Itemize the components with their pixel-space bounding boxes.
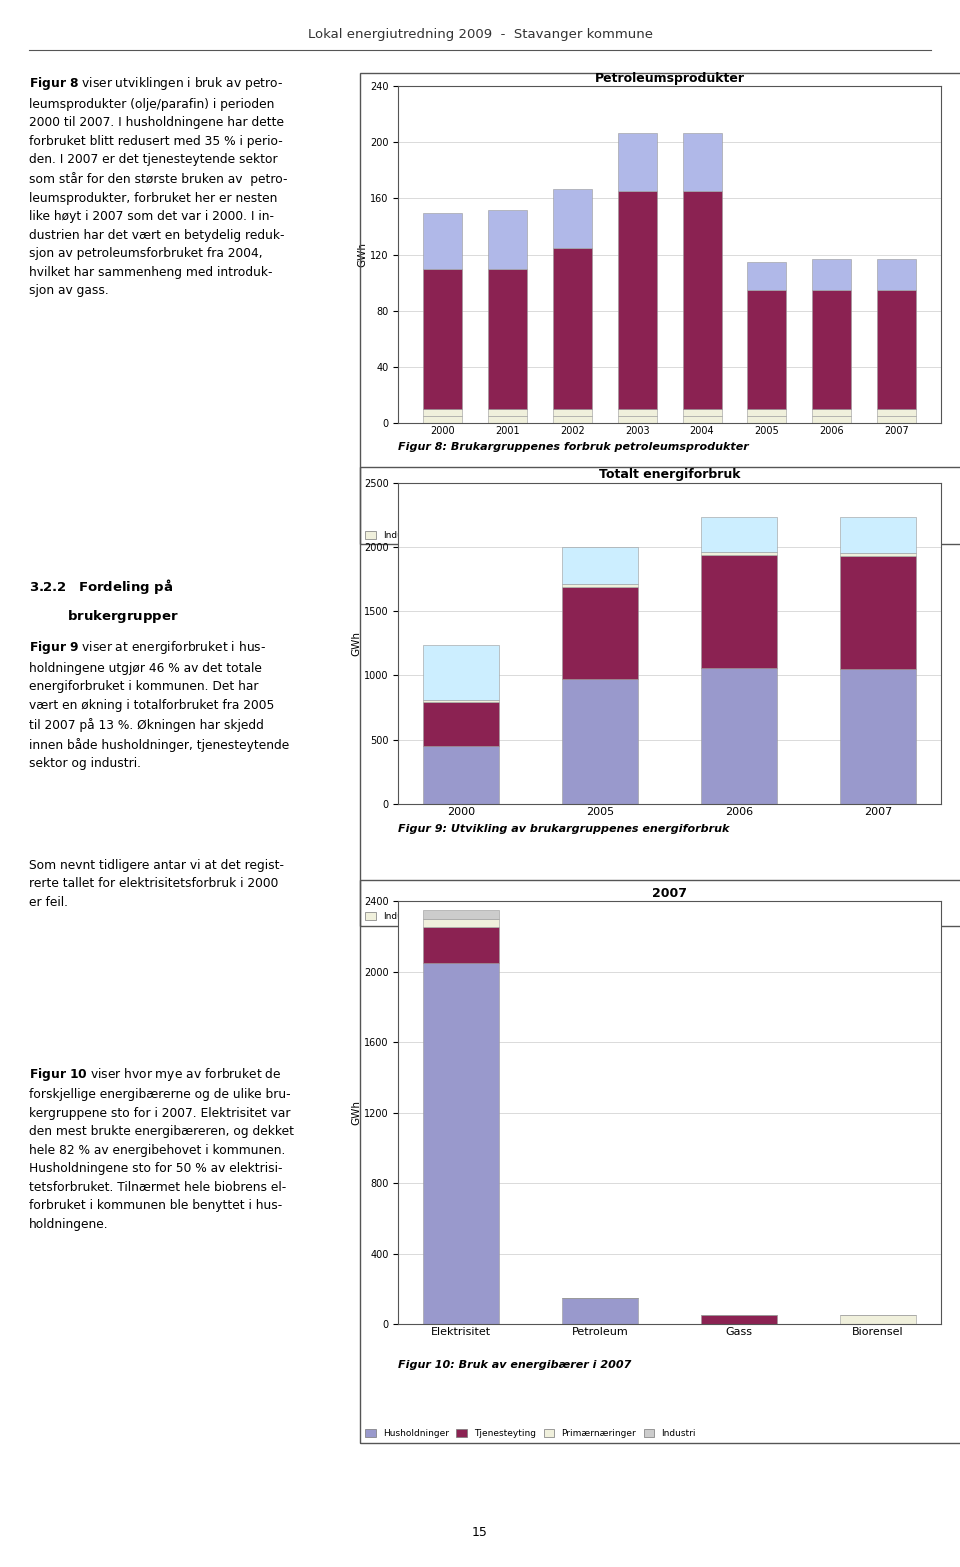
Bar xyxy=(812,417,852,423)
Title: 2007: 2007 xyxy=(652,887,687,899)
Bar xyxy=(617,417,657,423)
Bar xyxy=(748,290,786,409)
Bar xyxy=(812,259,852,290)
Bar xyxy=(683,133,722,191)
Bar xyxy=(701,668,778,804)
Bar xyxy=(617,409,657,417)
Text: $\bf{Figur\ 10}$ viser hvor mye av forbruket de
forskjellige energibærerne og de: $\bf{Figur\ 10}$ viser hvor mye av forbr… xyxy=(29,1066,294,1230)
Bar xyxy=(562,586,638,679)
Bar xyxy=(748,262,786,290)
Text: 15: 15 xyxy=(472,1526,488,1539)
Bar xyxy=(701,517,778,552)
Legend: Industr, Primærnæringer, Tjenesteyting, Husholdninger: Industr, Primærnæringer, Tjenesteyting, … xyxy=(365,912,693,921)
Bar xyxy=(701,552,778,555)
Bar xyxy=(423,268,462,409)
Bar xyxy=(701,555,778,668)
Bar xyxy=(562,547,638,584)
Bar xyxy=(877,290,916,409)
Bar xyxy=(488,268,527,409)
Bar xyxy=(812,409,852,417)
Text: Figur 8: Brukargruppenes forbruk petroleumsprodukter: Figur 8: Brukargruppenes forbruk petrole… xyxy=(398,442,749,451)
Title: Petroleumsprodukter: Petroleumsprodukter xyxy=(594,72,745,85)
Bar xyxy=(562,584,638,586)
Bar xyxy=(423,702,499,746)
Bar xyxy=(840,517,916,553)
Bar xyxy=(683,417,722,423)
Bar xyxy=(423,746,499,804)
Bar xyxy=(812,290,852,409)
Bar xyxy=(840,553,916,556)
Text: $\bf{Figur\ 8}$ viser utviklingen i bruk av petro-
leumsprodukter (olje/parafin): $\bf{Figur\ 8}$ viser utviklingen i bruk… xyxy=(29,75,287,298)
Bar xyxy=(488,417,527,423)
Bar xyxy=(488,210,527,268)
Bar xyxy=(748,417,786,423)
Bar xyxy=(423,928,499,962)
Bar xyxy=(423,213,462,268)
Bar xyxy=(840,1315,916,1324)
Bar xyxy=(423,644,499,700)
Bar xyxy=(488,409,527,417)
Bar xyxy=(748,409,786,417)
Bar xyxy=(553,409,591,417)
Bar xyxy=(701,1315,778,1324)
Bar xyxy=(423,417,462,423)
Y-axis label: GWh: GWh xyxy=(357,243,368,266)
Bar xyxy=(553,188,591,248)
Legend: Industri, Primærnæringer, Tjenesteyting, Husholsninger: Industri, Primærnæringer, Tjenesteyting,… xyxy=(365,531,695,541)
Bar xyxy=(840,556,916,669)
Bar xyxy=(423,962,499,1324)
Bar xyxy=(617,133,657,191)
Bar xyxy=(423,918,499,928)
Bar xyxy=(562,679,638,804)
Bar xyxy=(877,417,916,423)
Bar xyxy=(877,259,916,290)
Bar xyxy=(617,191,657,409)
Text: $\bf{brukergrupper}$: $\bf{brukergrupper}$ xyxy=(67,608,179,625)
Bar xyxy=(840,669,916,804)
Bar xyxy=(877,409,916,417)
Bar xyxy=(553,248,591,409)
Y-axis label: GWh: GWh xyxy=(351,632,361,655)
Text: $\bf{Figur\ 9}$ viser at energiforbruket i hus-
holdningene utgjør 46 % av det t: $\bf{Figur\ 9}$ viser at energiforbruket… xyxy=(29,639,289,771)
Bar xyxy=(423,700,499,702)
Bar xyxy=(423,910,499,918)
Bar xyxy=(423,409,462,417)
Y-axis label: GWh: GWh xyxy=(351,1100,361,1125)
Legend: Husholdninger, Tjenesteyting, Primærnæringer, Industri: Husholdninger, Tjenesteyting, Primærnæri… xyxy=(365,1429,696,1439)
Text: Som nevnt tidligere antar vi at det regist-
rerte tallet for elektrisitetsforbru: Som nevnt tidligere antar vi at det regi… xyxy=(29,859,284,909)
Text: Figur 10: Bruk av energibærer i 2007: Figur 10: Bruk av energibærer i 2007 xyxy=(398,1360,632,1370)
Bar xyxy=(553,417,591,423)
Text: Lokal energiutredning 2009  -  Stavanger kommune: Lokal energiutredning 2009 - Stavanger k… xyxy=(307,28,653,41)
Bar xyxy=(562,1297,638,1324)
Bar xyxy=(683,191,722,409)
Title: Totalt energiforbruk: Totalt energiforbruk xyxy=(599,469,740,481)
Bar xyxy=(683,409,722,417)
Text: $\bf{3.2.2}$   $\bf{Fordeling\ p\aa}$: $\bf{3.2.2}$ $\bf{Fordeling\ p\aa}$ xyxy=(29,577,173,595)
Text: Figur 9: Utvikling av brukargruppenes energiforbruk: Figur 9: Utvikling av brukargruppenes en… xyxy=(398,824,730,834)
